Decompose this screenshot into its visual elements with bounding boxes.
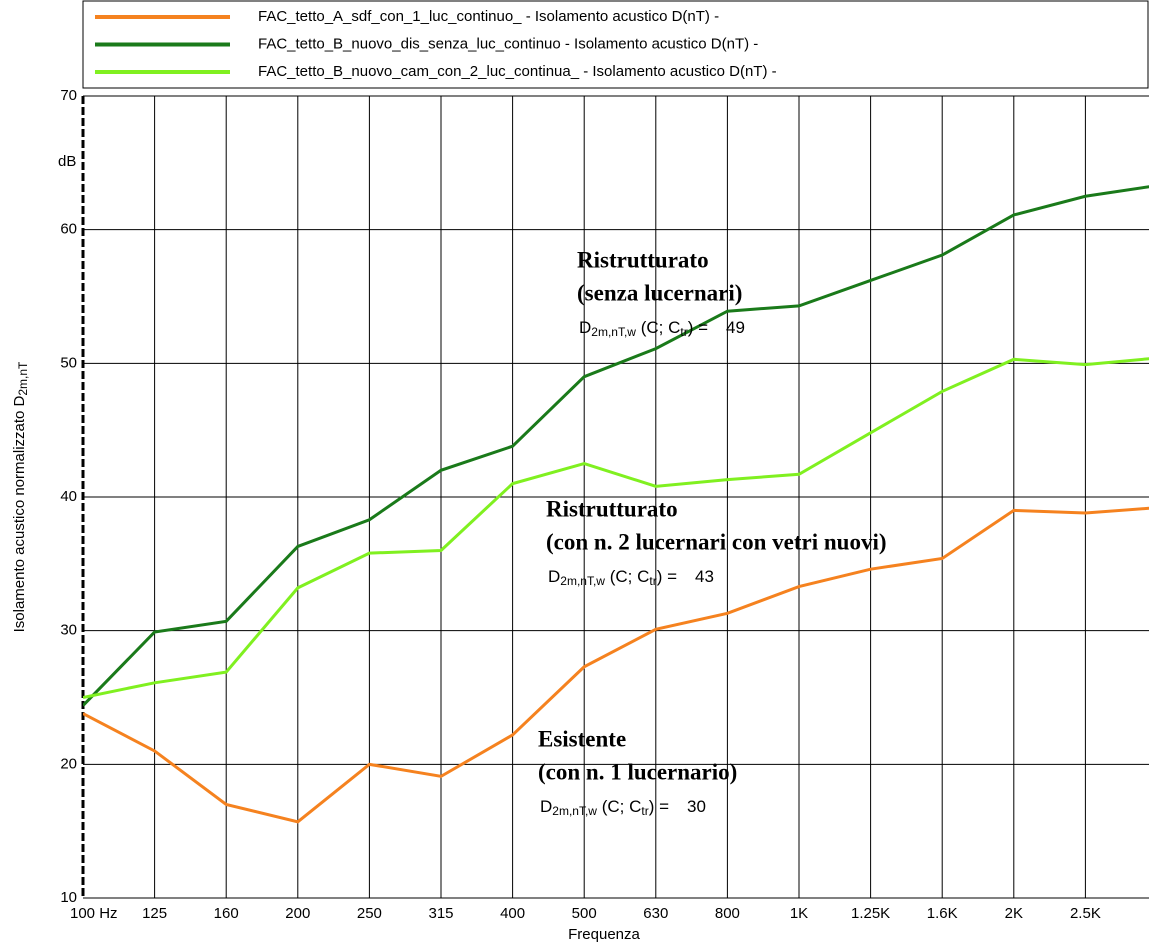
formula-part: ) =: [657, 567, 677, 586]
annotation-value: 30: [687, 797, 706, 816]
annotation: (senza lucernari): [577, 280, 742, 305]
x-tick-label: 2K: [1005, 905, 1023, 922]
formula-part: tr: [649, 574, 656, 588]
y-tick-label: 50: [60, 354, 77, 371]
y-tick-label: 70: [60, 87, 77, 104]
y-unit: dB: [58, 153, 76, 170]
y-tick-label: 40: [60, 488, 77, 505]
annotation-value: 49: [726, 318, 745, 337]
series-line: [83, 185, 1149, 707]
plot: [83, 185, 1149, 824]
formula-part: tr: [680, 325, 687, 339]
annotation-value: 43: [695, 567, 714, 586]
x-tick-label: 630: [643, 905, 668, 922]
formula-part: ) =: [649, 797, 669, 816]
annotation-formula: D2m,nT,w (C; Ctr) = 49: [579, 318, 745, 339]
x-tick-label: 250: [357, 905, 382, 922]
y-tick-label: 10: [60, 889, 77, 906]
formula-part: 2m,nT,w: [591, 325, 636, 339]
x-tick-label: 400: [500, 905, 525, 922]
formula-part: D: [579, 318, 591, 337]
annotation: Ristrutturato: [577, 247, 709, 272]
y-tick-label: 20: [60, 755, 77, 772]
annotation: (con n. 2 lucernari con vetri nuovi): [546, 529, 887, 554]
x-tick-label: 125: [142, 905, 167, 922]
x-tick-label: 2.5K: [1070, 905, 1101, 922]
legend-label: FAC_tetto_B_nuovo_dis_senza_luc_continuo…: [258, 35, 758, 52]
x-axis-label: Frequenza: [568, 926, 640, 943]
annotation: Esistente: [538, 726, 626, 751]
formula-part: (C; C: [636, 318, 680, 337]
annotation: (con n. 1 lucernario): [538, 759, 737, 784]
formula-part: 2m,nT,w: [560, 574, 605, 588]
x-tick-label: 1.25K: [851, 905, 890, 922]
x-tick-label: 1K: [790, 905, 808, 922]
formula-part: tr: [641, 804, 648, 818]
annotation: Ristrutturato: [546, 496, 678, 521]
annotation-formula: D2m,nT,w (C; Ctr) = 43: [548, 567, 714, 588]
y-tick-label: 30: [60, 622, 77, 639]
y-tick-label: 60: [60, 221, 77, 238]
legend-label: FAC_tetto_A_sdf_con_1_luc_continuo_ - Is…: [258, 8, 719, 25]
formula-part: 2m,nT,w: [552, 804, 597, 818]
formula-part: ) =: [688, 318, 708, 337]
x-tick-label: 500: [572, 905, 597, 922]
x-tick-label: 315: [428, 905, 453, 922]
series-line: [83, 357, 1149, 699]
x-tick-label: 1.6K: [927, 905, 958, 922]
x-tick-label: 100 Hz: [70, 905, 118, 922]
y-axis-label: Isolamento acustico normalizzato D2m,nT: [11, 361, 30, 632]
annotation-formula: D2m,nT,w (C; Ctr) = 30: [540, 797, 706, 818]
x-tick-label: 800: [715, 905, 740, 922]
series-line: [83, 506, 1149, 824]
x-tick-label: 160: [214, 905, 239, 922]
formula-part: (C; C: [605, 567, 649, 586]
x-tick-label: 200: [285, 905, 310, 922]
formula-part: (C; C: [597, 797, 641, 816]
legend-label: FAC_tetto_B_nuovo_cam_con_2_luc_continua…: [258, 63, 777, 80]
legend-box: [82, 0, 1149, 89]
formula-part: D: [548, 567, 560, 586]
formula-part: D: [540, 797, 552, 816]
